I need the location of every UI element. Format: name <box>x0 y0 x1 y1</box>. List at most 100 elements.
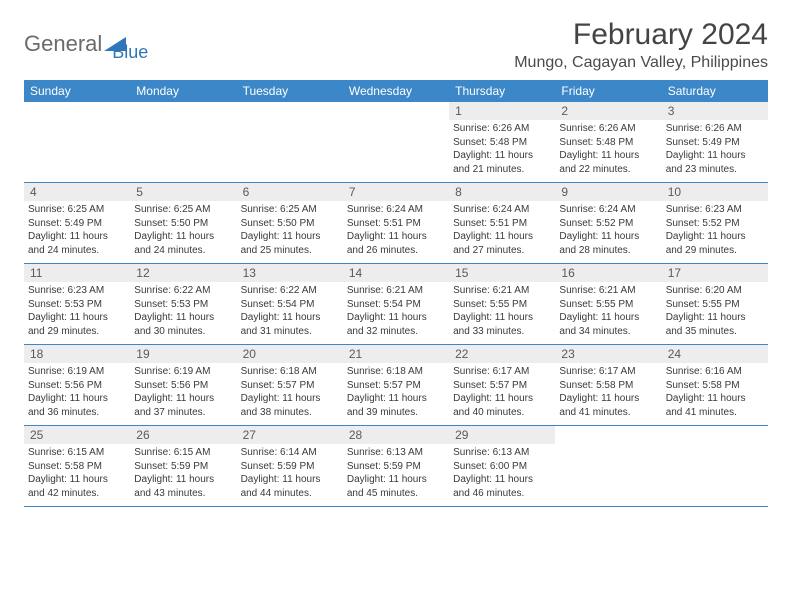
day-body: Sunrise: 6:13 AMSunset: 6:00 PMDaylight:… <box>449 444 555 506</box>
day-body: Sunrise: 6:25 AMSunset: 5:49 PMDaylight:… <box>24 201 130 263</box>
day-body: Sunrise: 6:14 AMSunset: 5:59 PMDaylight:… <box>237 444 343 506</box>
location: Mungo, Cagayan Valley, Philippines <box>514 54 768 72</box>
day-number: 18 <box>24 345 130 363</box>
day-cell: 2Sunrise: 6:26 AMSunset: 5:48 PMDaylight… <box>555 102 661 182</box>
day-number: 23 <box>555 345 661 363</box>
day-cell: 27Sunrise: 6:14 AMSunset: 5:59 PMDayligh… <box>237 426 343 506</box>
day-number: 19 <box>130 345 236 363</box>
logo: General Blue <box>24 24 148 63</box>
day-header: Friday <box>555 80 661 102</box>
header: General Blue February 2024 Mungo, Cagaya… <box>24 18 768 72</box>
day-header: Wednesday <box>343 80 449 102</box>
day-number: 13 <box>237 264 343 282</box>
day-cell: 17Sunrise: 6:20 AMSunset: 5:55 PMDayligh… <box>662 264 768 344</box>
day-number: 25 <box>24 426 130 444</box>
empty-cell <box>343 102 449 182</box>
day-cell: 13Sunrise: 6:22 AMSunset: 5:54 PMDayligh… <box>237 264 343 344</box>
calendar: SundayMondayTuesdayWednesdayThursdayFrid… <box>24 80 768 507</box>
day-body: Sunrise: 6:26 AMSunset: 5:48 PMDaylight:… <box>449 120 555 182</box>
day-number: 7 <box>343 183 449 201</box>
day-cell: 11Sunrise: 6:23 AMSunset: 5:53 PMDayligh… <box>24 264 130 344</box>
day-header: Saturday <box>662 80 768 102</box>
day-cell: 7Sunrise: 6:24 AMSunset: 5:51 PMDaylight… <box>343 183 449 263</box>
day-body: Sunrise: 6:20 AMSunset: 5:55 PMDaylight:… <box>662 282 768 344</box>
logo-text-blue: Blue <box>112 42 148 63</box>
day-body: Sunrise: 6:24 AMSunset: 5:52 PMDaylight:… <box>555 201 661 263</box>
day-body: Sunrise: 6:22 AMSunset: 5:53 PMDaylight:… <box>130 282 236 344</box>
day-header: Sunday <box>24 80 130 102</box>
day-body: Sunrise: 6:22 AMSunset: 5:54 PMDaylight:… <box>237 282 343 344</box>
day-number: 9 <box>555 183 661 201</box>
day-header: Tuesday <box>237 80 343 102</box>
day-cell: 6Sunrise: 6:25 AMSunset: 5:50 PMDaylight… <box>237 183 343 263</box>
day-number: 1 <box>449 102 555 120</box>
day-cell: 24Sunrise: 6:16 AMSunset: 5:58 PMDayligh… <box>662 345 768 425</box>
logo-text-general: General <box>24 31 102 57</box>
week-row: 18Sunrise: 6:19 AMSunset: 5:56 PMDayligh… <box>24 345 768 426</box>
day-body: Sunrise: 6:26 AMSunset: 5:48 PMDaylight:… <box>555 120 661 182</box>
day-number: 16 <box>555 264 661 282</box>
day-cell: 8Sunrise: 6:24 AMSunset: 5:51 PMDaylight… <box>449 183 555 263</box>
day-body: Sunrise: 6:15 AMSunset: 5:58 PMDaylight:… <box>24 444 130 506</box>
day-number: 20 <box>237 345 343 363</box>
day-number: 11 <box>24 264 130 282</box>
day-cell: 16Sunrise: 6:21 AMSunset: 5:55 PMDayligh… <box>555 264 661 344</box>
day-cell: 1Sunrise: 6:26 AMSunset: 5:48 PMDaylight… <box>449 102 555 182</box>
day-body: Sunrise: 6:17 AMSunset: 5:58 PMDaylight:… <box>555 363 661 425</box>
day-number: 17 <box>662 264 768 282</box>
day-cell: 25Sunrise: 6:15 AMSunset: 5:58 PMDayligh… <box>24 426 130 506</box>
day-cell: 15Sunrise: 6:21 AMSunset: 5:55 PMDayligh… <box>449 264 555 344</box>
day-number: 15 <box>449 264 555 282</box>
day-header-row: SundayMondayTuesdayWednesdayThursdayFrid… <box>24 80 768 102</box>
day-body: Sunrise: 6:21 AMSunset: 5:55 PMDaylight:… <box>449 282 555 344</box>
day-number: 26 <box>130 426 236 444</box>
day-number: 24 <box>662 345 768 363</box>
day-body: Sunrise: 6:19 AMSunset: 5:56 PMDaylight:… <box>130 363 236 425</box>
day-body: Sunrise: 6:19 AMSunset: 5:56 PMDaylight:… <box>24 363 130 425</box>
day-body: Sunrise: 6:15 AMSunset: 5:59 PMDaylight:… <box>130 444 236 506</box>
day-number: 5 <box>130 183 236 201</box>
day-cell: 9Sunrise: 6:24 AMSunset: 5:52 PMDaylight… <box>555 183 661 263</box>
day-cell: 28Sunrise: 6:13 AMSunset: 5:59 PMDayligh… <box>343 426 449 506</box>
day-number: 3 <box>662 102 768 120</box>
week-row: 25Sunrise: 6:15 AMSunset: 5:58 PMDayligh… <box>24 426 768 507</box>
day-header: Monday <box>130 80 236 102</box>
day-cell: 10Sunrise: 6:23 AMSunset: 5:52 PMDayligh… <box>662 183 768 263</box>
day-cell: 29Sunrise: 6:13 AMSunset: 6:00 PMDayligh… <box>449 426 555 506</box>
day-body: Sunrise: 6:18 AMSunset: 5:57 PMDaylight:… <box>237 363 343 425</box>
day-cell: 20Sunrise: 6:18 AMSunset: 5:57 PMDayligh… <box>237 345 343 425</box>
week-row: 4Sunrise: 6:25 AMSunset: 5:49 PMDaylight… <box>24 183 768 264</box>
day-number: 6 <box>237 183 343 201</box>
day-cell: 26Sunrise: 6:15 AMSunset: 5:59 PMDayligh… <box>130 426 236 506</box>
month-title: February 2024 <box>514 18 768 52</box>
day-cell: 12Sunrise: 6:22 AMSunset: 5:53 PMDayligh… <box>130 264 236 344</box>
day-body: Sunrise: 6:24 AMSunset: 5:51 PMDaylight:… <box>449 201 555 263</box>
day-number: 28 <box>343 426 449 444</box>
day-cell: 18Sunrise: 6:19 AMSunset: 5:56 PMDayligh… <box>24 345 130 425</box>
weeks-container: 1Sunrise: 6:26 AMSunset: 5:48 PMDaylight… <box>24 102 768 507</box>
day-body: Sunrise: 6:25 AMSunset: 5:50 PMDaylight:… <box>237 201 343 263</box>
day-body: Sunrise: 6:18 AMSunset: 5:57 PMDaylight:… <box>343 363 449 425</box>
day-number: 21 <box>343 345 449 363</box>
day-cell: 4Sunrise: 6:25 AMSunset: 5:49 PMDaylight… <box>24 183 130 263</box>
week-row: 1Sunrise: 6:26 AMSunset: 5:48 PMDaylight… <box>24 102 768 183</box>
day-body: Sunrise: 6:13 AMSunset: 5:59 PMDaylight:… <box>343 444 449 506</box>
day-cell: 21Sunrise: 6:18 AMSunset: 5:57 PMDayligh… <box>343 345 449 425</box>
day-number: 22 <box>449 345 555 363</box>
day-cell: 14Sunrise: 6:21 AMSunset: 5:54 PMDayligh… <box>343 264 449 344</box>
day-body: Sunrise: 6:23 AMSunset: 5:53 PMDaylight:… <box>24 282 130 344</box>
day-body: Sunrise: 6:23 AMSunset: 5:52 PMDaylight:… <box>662 201 768 263</box>
day-number: 29 <box>449 426 555 444</box>
week-row: 11Sunrise: 6:23 AMSunset: 5:53 PMDayligh… <box>24 264 768 345</box>
day-body: Sunrise: 6:26 AMSunset: 5:49 PMDaylight:… <box>662 120 768 182</box>
day-cell: 5Sunrise: 6:25 AMSunset: 5:50 PMDaylight… <box>130 183 236 263</box>
day-number: 14 <box>343 264 449 282</box>
day-number: 2 <box>555 102 661 120</box>
day-number: 27 <box>237 426 343 444</box>
day-number: 4 <box>24 183 130 201</box>
day-body: Sunrise: 6:24 AMSunset: 5:51 PMDaylight:… <box>343 201 449 263</box>
day-header: Thursday <box>449 80 555 102</box>
day-body: Sunrise: 6:25 AMSunset: 5:50 PMDaylight:… <box>130 201 236 263</box>
day-cell: 23Sunrise: 6:17 AMSunset: 5:58 PMDayligh… <box>555 345 661 425</box>
title-block: February 2024 Mungo, Cagayan Valley, Phi… <box>514 18 768 72</box>
